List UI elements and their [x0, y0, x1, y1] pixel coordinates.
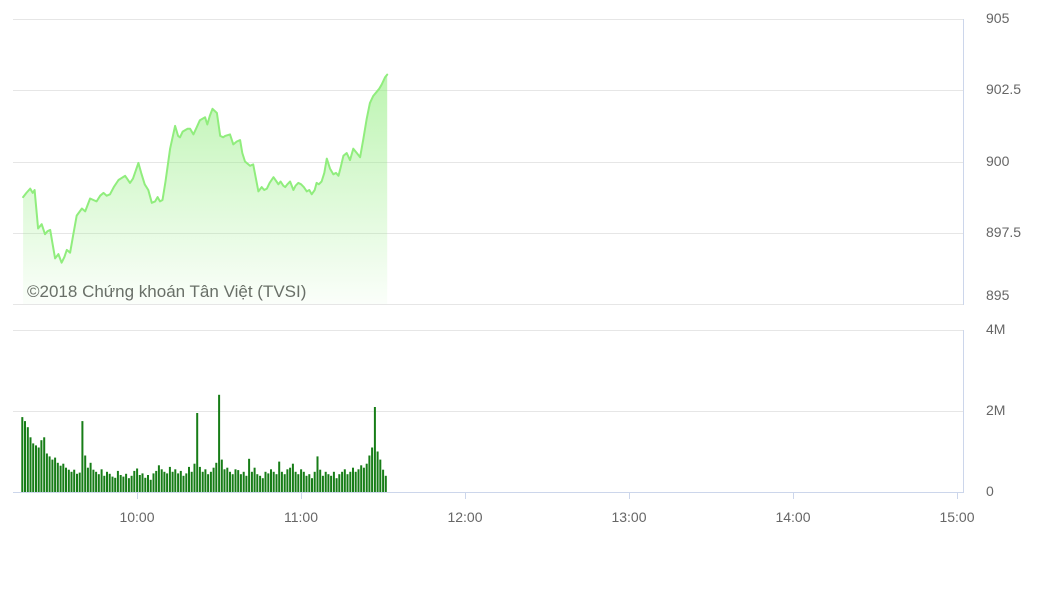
x-axis-tick: [793, 493, 794, 499]
volume-axis-label: 0: [986, 483, 994, 499]
x-axis-tick: [301, 493, 302, 499]
volume-axis-label: 2M: [986, 402, 1006, 418]
x-axis-label: 15:00: [939, 509, 975, 525]
volume-axis-label: 4M: [986, 321, 1006, 337]
x-axis-tick: [629, 493, 630, 499]
x-axis-tick: [465, 493, 466, 499]
credits-watermark: ©2018 Chứng khoán Tân Việt (TVSI): [27, 282, 307, 301]
price-gridline: [13, 19, 963, 20]
price-gridline: [13, 304, 963, 305]
volume-gridline: [13, 411, 963, 412]
x-axis-tick: [137, 493, 138, 499]
price-gridline: [13, 162, 963, 163]
volume-gridline: [13, 330, 963, 331]
x-axis-line: [13, 492, 964, 493]
price-axis-label: 897.5: [986, 224, 1022, 240]
x-axis-tick: [957, 493, 958, 499]
price-axis-label: 902.5: [986, 81, 1022, 97]
price-axis-label: 900: [986, 153, 1010, 169]
x-axis-label: 11:00: [284, 509, 318, 525]
x-axis-label: 12:00: [447, 509, 483, 525]
x-axis-label: 14:00: [775, 509, 811, 525]
price-gridline: [13, 90, 963, 91]
x-axis-label: 13:00: [611, 509, 647, 525]
price-axis-label: 905: [986, 10, 1010, 26]
price-y-axis-line: [963, 19, 964, 305]
price-axis-label: 895: [986, 287, 1010, 303]
x-axis-label: 10:00: [119, 509, 155, 525]
price-gridline: [13, 233, 963, 234]
volume-y-axis-line: [963, 330, 964, 493]
